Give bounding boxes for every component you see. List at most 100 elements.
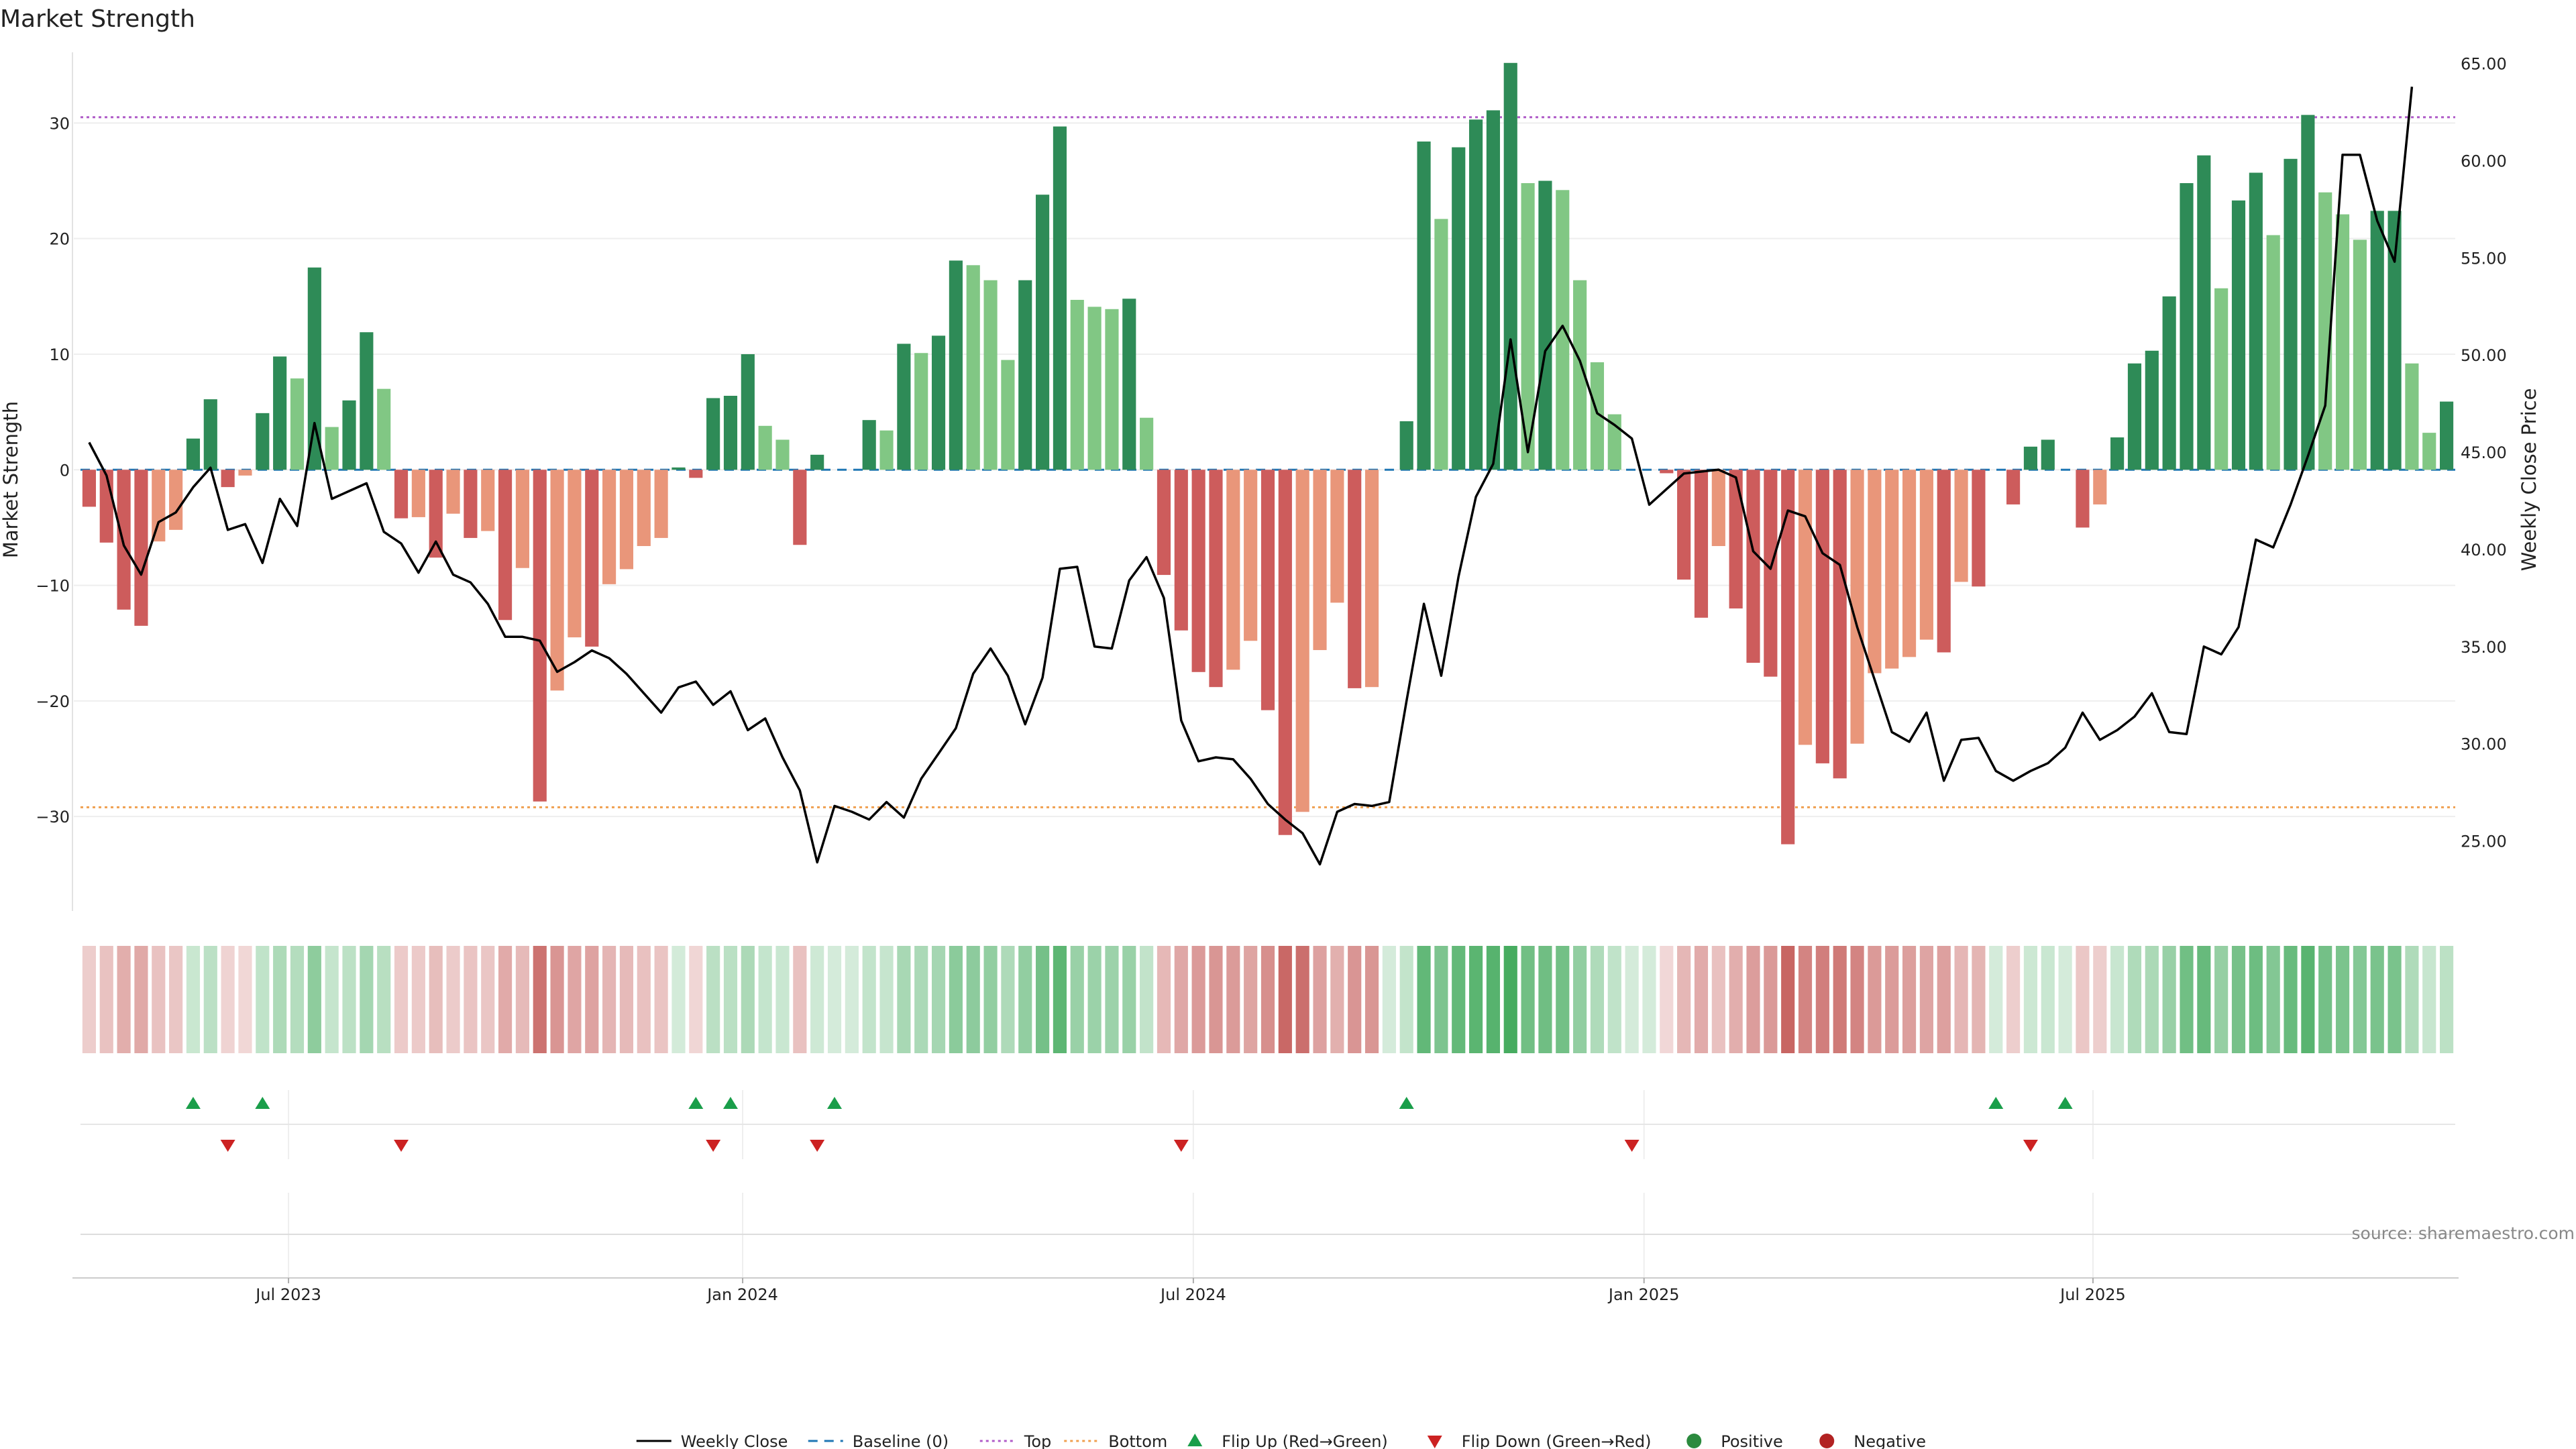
strength-bar [2110,437,2125,470]
strength-bar [169,470,183,530]
strength-bar [2353,239,2367,470]
right-tick-label: 40.00 [2461,541,2507,559]
strength-bar [1313,470,1327,651]
strength-bar [1053,126,1067,470]
strength-bar [1278,470,1292,835]
flip-up-marker [2057,1097,2073,1109]
heat-cell [481,946,495,1053]
strength-bar [775,439,790,470]
strength-bar [1036,195,1050,470]
heat-cell [1521,946,1535,1053]
heat-cell [1399,946,1413,1053]
heat-cell [1278,946,1292,1053]
heat-cell [2387,946,2402,1053]
heat-cell [1036,946,1050,1053]
strength-bar [2127,363,2142,470]
strength-bar [602,470,616,584]
legend-label: Weekly Close [681,1432,788,1449]
heat-cell [758,946,772,1053]
left-tick-label: −20 [36,692,70,711]
x-tick-label: Jul 2024 [1159,1285,1226,1304]
heat-cell [342,946,356,1053]
strength-bar [619,470,634,570]
strength-bar [2197,155,2211,470]
heat-cell [966,946,980,1053]
heat-cell [411,946,425,1053]
strength-bar [1468,119,1483,470]
strength-bar [1122,299,1136,470]
heat-cell [1364,946,1379,1053]
strength-bar [2266,235,2280,470]
strength-bar [2422,433,2436,470]
strength-bar [1919,470,1933,640]
heat-cell [845,946,859,1053]
heat-cell [134,946,148,1053]
heat-cell [1105,946,1119,1053]
chart-legend: Weekly Close Baseline (0) Top Bottom Flip Up… [636,1432,1926,1449]
flip-down-marker [1173,1140,1189,1152]
left-tick-label: 30 [49,114,70,133]
heat-cell [2353,946,2367,1053]
heat-cell [983,946,998,1053]
heat-cell [2041,946,2055,1053]
legend-label: Flip Down (Green→Red) [1462,1432,1652,1449]
heat-cell [1746,946,1760,1053]
heat-cell [568,946,582,1053]
flip-down-marker [1624,1140,1640,1152]
strength-bar [949,260,963,470]
heat-cell [2093,946,2107,1053]
heat-cell [1260,946,1275,1053]
legend-item-flip_up: Flip Up (Red→Green) [1187,1432,1388,1449]
right-tick-label: 30.00 [2461,735,2507,754]
heat-cell [99,946,113,1053]
strength-bar [1244,470,1258,641]
heat-cell [1642,946,1656,1053]
heat-cell [429,946,443,1053]
strength-bar [1902,470,1917,657]
heat-cell [2301,946,2315,1053]
strength-bar [637,470,651,546]
legend-item-bottom: Bottom [1064,1432,1167,1449]
heat-cell [2076,946,2090,1053]
heat-cell [1989,946,2003,1053]
heat-cell [914,946,928,1053]
strength-bar [464,470,478,538]
heat-cell [1625,946,1639,1053]
strength-bar [1694,470,1709,618]
heat-cell [152,946,166,1053]
strength-bars [82,62,2454,845]
heat-cell [1140,946,1154,1053]
heat-cell [879,946,894,1053]
heat-cell [360,946,374,1053]
strength-bar [394,470,409,519]
heat-cell [827,946,842,1053]
source-note: source: sharemaestro.com [2352,1224,2575,1243]
heat-cell [1001,946,1015,1053]
strength-bar [82,470,96,507]
legend-swatch-flip-up [1187,1434,1203,1446]
strength-bar [238,470,252,476]
strength-bar [654,470,668,538]
heat-cell [117,946,131,1053]
strength-bar [1729,470,1743,609]
heat-cell [2197,946,2211,1053]
heat-cell [1468,946,1483,1053]
heat-cell [2335,946,2350,1053]
legend-item-negative: Negative [1819,1432,1926,1449]
strength-bar [741,354,755,470]
strength-bar [810,454,824,470]
strength-bar [1018,280,1032,470]
flip-up-marker [1988,1097,2004,1109]
heat-cell [1556,946,1570,1053]
heat-cell [1486,946,1500,1053]
heat-cell [169,946,183,1053]
heat-cell [1919,946,1933,1053]
heat-cell [1295,946,1309,1053]
heat-cell [1711,946,1725,1053]
strength-bar [1330,470,1344,603]
heat-cell [1694,946,1709,1053]
strength-bar [1260,470,1275,710]
strength-bar [1660,470,1674,474]
heat-cell [1815,946,1829,1053]
